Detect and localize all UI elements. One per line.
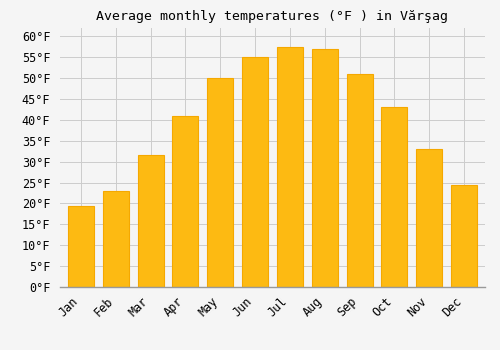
Title: Average monthly temperatures (°F ) in Vărşag: Average monthly temperatures (°F ) in Vă… bbox=[96, 10, 448, 23]
Bar bbox=[102, 191, 129, 287]
Bar bbox=[451, 185, 477, 287]
Bar bbox=[242, 57, 268, 287]
Bar bbox=[138, 155, 164, 287]
Bar bbox=[346, 74, 372, 287]
Bar bbox=[68, 205, 94, 287]
Bar bbox=[277, 47, 303, 287]
Bar bbox=[207, 78, 234, 287]
Bar bbox=[382, 107, 407, 287]
Bar bbox=[172, 116, 199, 287]
Bar bbox=[312, 49, 338, 287]
Bar bbox=[416, 149, 442, 287]
